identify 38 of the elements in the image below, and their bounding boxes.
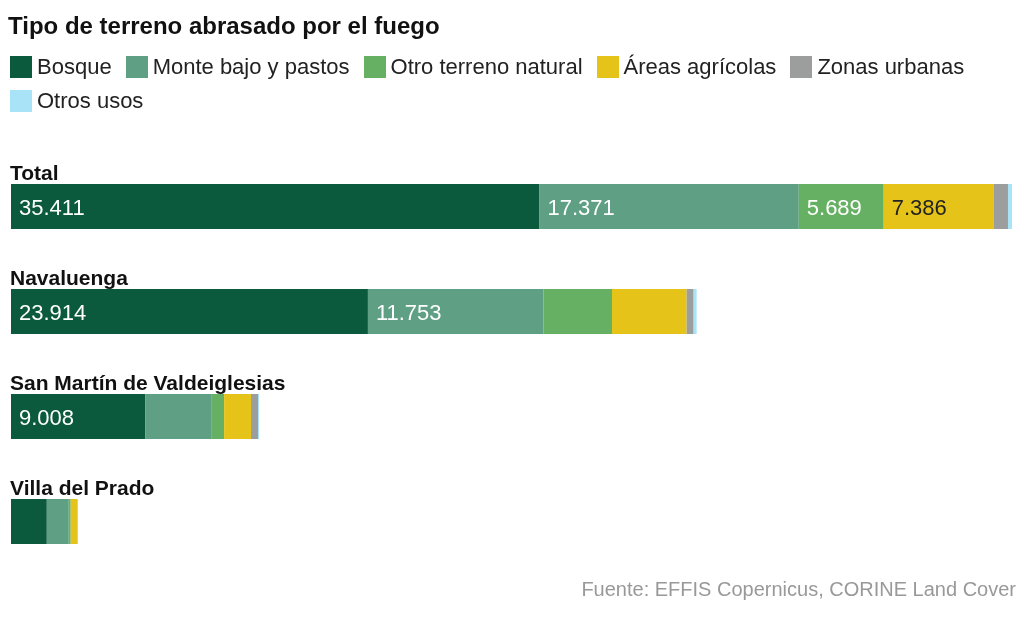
bar [543, 289, 612, 334]
data-label: 7.386 [891, 194, 947, 220]
bar [224, 394, 251, 439]
bar [145, 394, 212, 439]
bar [11, 289, 368, 334]
y-tick-label: Navaluenga [10, 265, 129, 289]
data-label: 11.753 [375, 299, 442, 325]
legend-label: Otro terreno natural [390, 54, 583, 80]
y-tick-label: San Martín de Valdeiglesias [10, 370, 286, 394]
data-label: 5.689 [806, 194, 862, 220]
legend-label: Otros usos [37, 88, 144, 114]
bar [70, 499, 78, 544]
source-note: Fuente: EFFIS Copernicus, CORINE Land Cover [580, 578, 1016, 601]
y-tick-label: Total [10, 160, 59, 184]
bar [367, 289, 544, 334]
bar [11, 499, 47, 544]
bar [11, 184, 540, 229]
bar [46, 499, 69, 544]
bar [1007, 184, 1012, 229]
bar [883, 184, 994, 229]
chart-title: Tipo de terreno abrasado por el fuego [8, 12, 441, 40]
bar [612, 289, 687, 334]
bar [686, 289, 694, 334]
legend-label: Zonas urbanas [817, 54, 965, 80]
bar [693, 289, 697, 334]
bar [993, 184, 1008, 229]
bar [250, 394, 258, 439]
data-label: 23.914 [19, 299, 87, 325]
legend-label: Monte bajo y pastos [152, 54, 350, 80]
legend-label: Áreas agrícolas [623, 54, 777, 80]
bar [539, 184, 799, 229]
bar [211, 394, 225, 439]
bar [11, 394, 146, 439]
data-label: 9.008 [19, 404, 75, 430]
data-label: 35.411 [19, 194, 85, 220]
legend-label: Bosque [37, 54, 112, 80]
data-label: 17.371 [547, 194, 615, 220]
y-tick-label: Villa del Prado [10, 475, 155, 499]
